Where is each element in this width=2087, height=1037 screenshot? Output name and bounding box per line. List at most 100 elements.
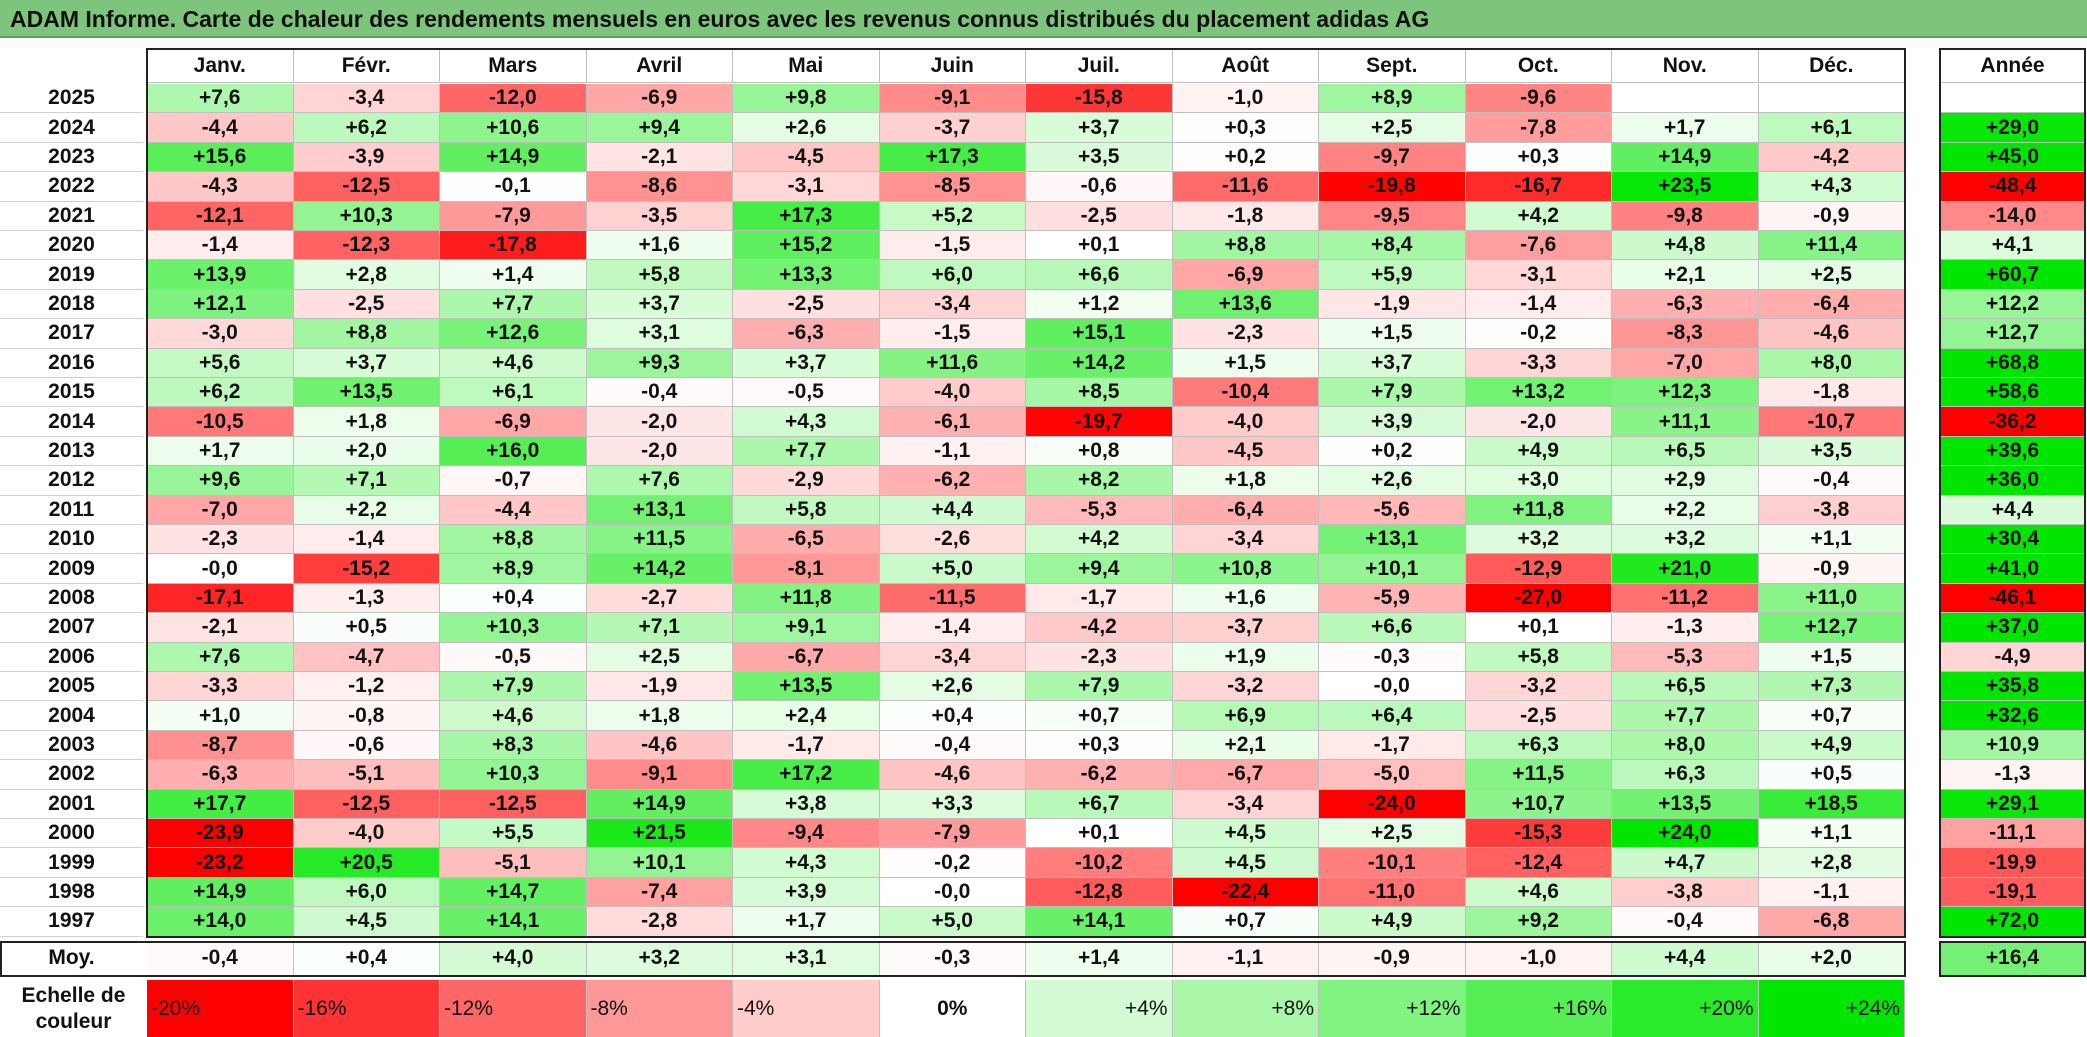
year-label: 2012 (0, 466, 143, 496)
heatmap-cell: +0,3 (1465, 142, 1612, 173)
heatmap-cell: -8,7 (147, 730, 294, 761)
heatmap-cell: -3,4 (293, 84, 440, 114)
heatmap-cell: -3,7 (1172, 613, 1319, 643)
month-header: Nov. (1612, 49, 1759, 83)
annual-cell: +4,4 (1940, 495, 2086, 525)
heatmap-cell: -12,4 (1465, 848, 1612, 878)
heatmap-cell: +6,2 (293, 113, 440, 143)
heatmap-cell: -15,3 (1465, 819, 1612, 849)
heatmap-cell: +2,0 (293, 436, 440, 467)
heatmap-cell: -1,5 (879, 231, 1026, 261)
month-header: Sept. (1319, 49, 1466, 83)
heatmap-cell: +4,9 (1758, 730, 1905, 761)
chart-title: ADAM Informe. Carte de chaleur des rende… (10, 6, 1430, 32)
month-header: Janv. (147, 49, 294, 83)
heatmap-cell: +0,2 (1319, 436, 1466, 467)
heatmap-cell: +14,9 (147, 877, 294, 908)
heatmap-cell: -27,0 (1465, 583, 1612, 614)
year-label: 2015 (0, 378, 143, 408)
heatmap-cell: +4,6 (440, 701, 587, 731)
average-cell: +1,4 (1026, 941, 1173, 976)
heatmap-cell: -2,3 (1026, 642, 1173, 672)
heatmap-cell: +0,2 (1172, 142, 1319, 173)
color-scale-swatch: +8% (1172, 980, 1319, 1037)
heatmap-cell: +4,6 (440, 348, 587, 378)
heatmap-cell: -0,4 (879, 730, 1026, 761)
annual-cell: -46,1 (1940, 583, 2086, 614)
heatmap-cell: -10,7 (1758, 407, 1905, 437)
heatmap-cell: +2,6 (879, 672, 1026, 702)
heatmap-cell: -12,9 (1465, 554, 1612, 584)
heatmap-cell: -7,4 (586, 877, 733, 908)
heatmap-cell: -2,5 (733, 289, 880, 320)
heatmap-cell: +1,8 (586, 701, 733, 731)
heatmap-cell: +4,5 (293, 907, 440, 937)
heatmap-cell: -12,5 (293, 789, 440, 819)
heatmap-cell: +10,7 (1465, 789, 1612, 819)
heatmap-cell: +14,9 (440, 142, 587, 173)
heatmap-cell: -6,3 (733, 319, 880, 349)
heatmap-cell: +14,1 (1026, 907, 1173, 937)
heatmap-cell: +2,4 (733, 701, 880, 731)
year-label: 2004 (0, 701, 143, 731)
year-label: 2013 (0, 437, 143, 467)
year-label: 2002 (0, 760, 143, 790)
average-cell: +3,2 (586, 941, 733, 976)
year-label: 2014 (0, 407, 143, 437)
heatmap-cell: -4,7 (293, 642, 440, 672)
heatmap-cell: +9,8 (733, 84, 880, 114)
heatmap-cell (1612, 84, 1759, 114)
heatmap-cell: -3,4 (1172, 525, 1319, 555)
heatmap-cell: +7,6 (147, 642, 294, 672)
heatmap-cell: +8,3 (440, 730, 587, 761)
heatmap-cell: +24,0 (1612, 819, 1759, 849)
heatmap-cell: +13,5 (293, 378, 440, 408)
heatmap-cell: +14,7 (440, 877, 587, 908)
heatmap-cell: -0,6 (1026, 172, 1173, 202)
annual-cell: -4,9 (1940, 642, 2086, 672)
annual-cell: -19,1 (1940, 877, 2086, 908)
average-cell: -0,3 (879, 941, 1026, 976)
heatmap-cell: +3,9 (733, 877, 880, 908)
heatmap-cell: +12,7 (1758, 613, 1905, 643)
heatmap-cell: +5,8 (586, 260, 733, 290)
color-scale-swatch: 0% (879, 980, 1026, 1037)
annual-cell: -19,9 (1940, 848, 2086, 878)
annual-cell: +35,8 (1940, 672, 2086, 702)
heatmap-cell: +6,5 (1612, 436, 1759, 467)
year-label: 2019 (0, 260, 143, 290)
average-annual-cell: +16,4 (1940, 941, 2086, 976)
annual-cell: -11,1 (1940, 819, 2086, 849)
heatmap-cell: -11,2 (1612, 583, 1759, 614)
heatmap-cell: +8,8 (440, 525, 587, 555)
heatmap-cell: -8,1 (733, 554, 880, 584)
heatmap-cell: -3,1 (1465, 260, 1612, 290)
heatmap-cell: +9,4 (1026, 554, 1173, 584)
heatmap-cell: -4,5 (1172, 436, 1319, 467)
heatmap-cell: -1,1 (879, 436, 1026, 467)
heatmap-cell: +1,9 (1172, 642, 1319, 672)
heatmap-cell: +18,5 (1758, 789, 1905, 819)
heatmap-cell: +3,5 (1758, 436, 1905, 467)
heatmap-cell: -5,3 (1026, 495, 1173, 525)
heatmap-cell: +11,8 (733, 583, 880, 614)
heatmap-cell: +12,1 (147, 289, 294, 320)
heatmap-cell: -1,3 (293, 583, 440, 614)
heatmap-cell: +15,2 (733, 231, 880, 261)
heatmap-cell: -3,4 (1172, 789, 1319, 819)
heatmap-cell: -3,4 (879, 289, 1026, 320)
heatmap-cell: -8,3 (1612, 319, 1759, 349)
heatmap-cell: +21,5 (586, 819, 733, 849)
heatmap-cell: -2,5 (1026, 201, 1173, 231)
year-label: 1998 (0, 878, 143, 908)
heatmap-cell: -2,8 (586, 907, 733, 937)
heatmap-cell: +14,1 (440, 907, 587, 937)
heatmap-cell: +13,1 (1319, 525, 1466, 555)
heatmap-cell: -0,9 (1758, 554, 1905, 584)
heatmap-cell: +3,7 (293, 348, 440, 378)
heatmap-cell: -4,0 (1172, 407, 1319, 437)
year-label: 2006 (0, 643, 143, 672)
heatmap-cell: +3,7 (1026, 113, 1173, 143)
year-label: 2022 (0, 172, 143, 202)
heatmap-cell: -4,4 (147, 113, 294, 143)
